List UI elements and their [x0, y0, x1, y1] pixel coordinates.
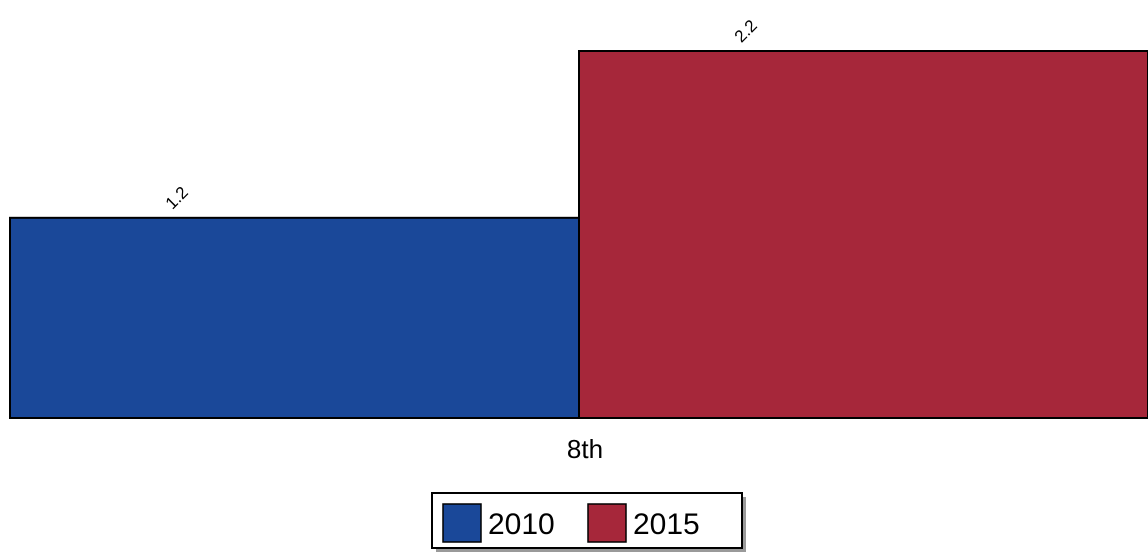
- bar-2010-8th: [9, 216, 580, 419]
- legend: 2010 2015: [431, 492, 746, 552]
- category-label-8th: 8th: [567, 434, 603, 464]
- bar-2015-8th: [578, 50, 1148, 419]
- legend-swatch-2015: [587, 503, 627, 543]
- bars-group: [9, 50, 1148, 419]
- legend-swatch-2010: [442, 503, 482, 543]
- data-label-2015-8th: 2.2: [731, 16, 761, 46]
- legend-label-2015: 2015: [633, 508, 700, 541]
- data-label-2010-8th: 1.2: [162, 183, 192, 213]
- legend-label-2010: 2010: [488, 508, 555, 541]
- legend-box: [431, 492, 743, 549]
